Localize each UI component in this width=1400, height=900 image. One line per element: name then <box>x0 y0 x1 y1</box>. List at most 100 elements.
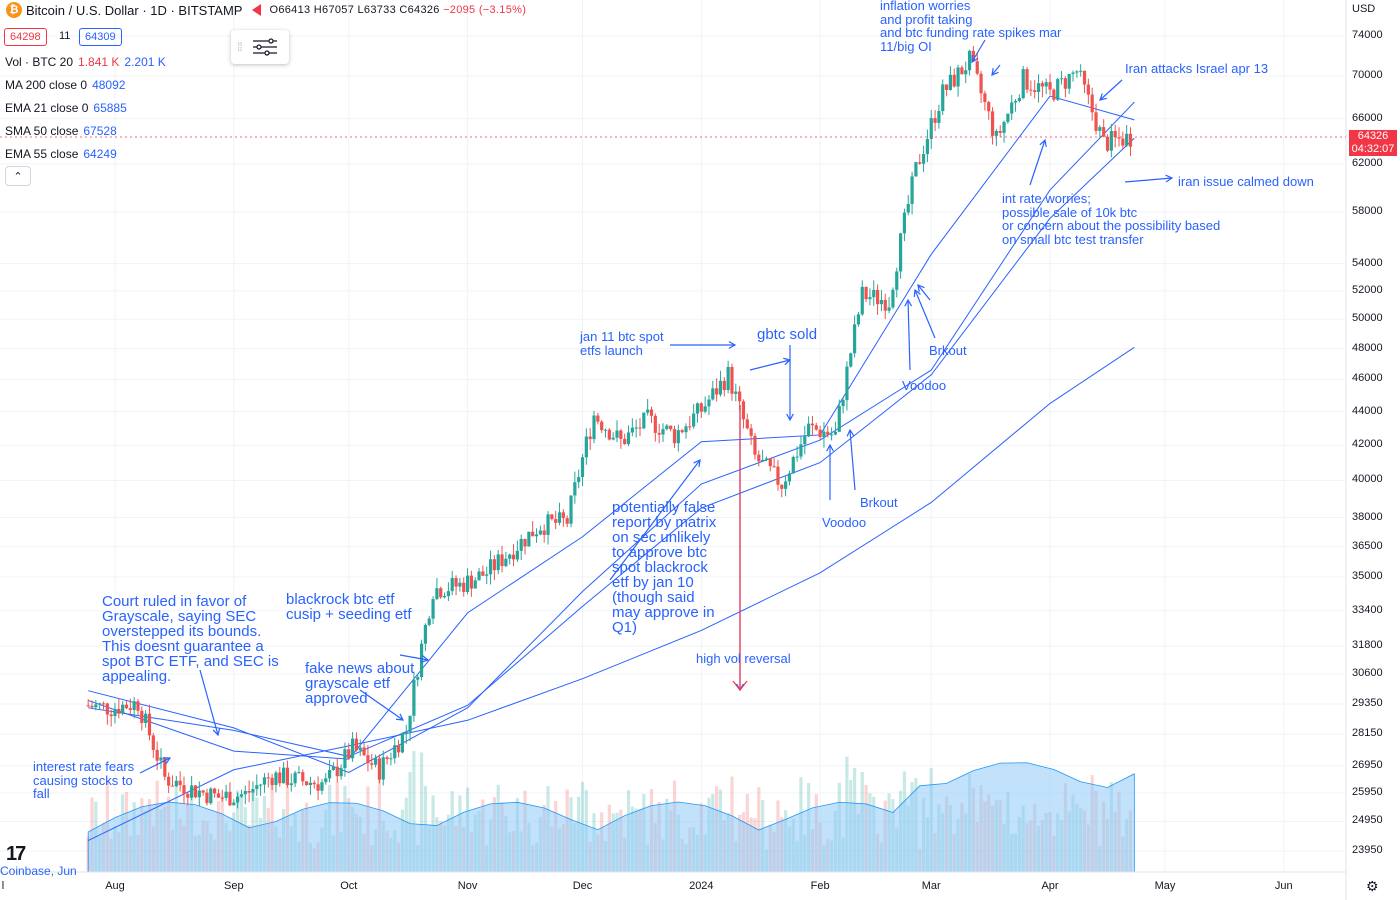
annotation-high-vol-reversal[interactable]: high vol reversal <box>696 651 791 666</box>
annotation-voodoo-feb[interactable]: Voodoo <box>902 378 947 393</box>
candle-body <box>205 792 209 804</box>
candle-body <box>1056 79 1060 100</box>
annotation-etf-launch[interactable]: jan 11 btc spot etfs launch <box>580 329 664 358</box>
candle-body <box>726 366 730 391</box>
time-tick: Aug <box>105 880 125 892</box>
ask-price-box[interactable]: 64309 <box>79 28 122 46</box>
candle-body <box>439 588 443 598</box>
candle-body <box>274 772 278 785</box>
indicator-ma200[interactable]: MA 200 close 0 48092 <box>5 78 125 92</box>
annotation-rate-fears[interactable]: interest rate fears causing stocks to fa… <box>33 759 135 802</box>
arrow-head-icon <box>991 68 999 76</box>
symbol-title[interactable]: Bitcoin / U.S. Dollar · 1D · BITSTAMP <box>26 2 243 18</box>
annotation-voodoo-jan[interactable]: Voodoo <box>822 515 867 530</box>
drag-handle-icon[interactable]: ⁞⁞ <box>237 40 243 54</box>
candle-body <box>335 766 339 777</box>
candle-body <box>105 703 109 715</box>
volume-bar <box>419 752 424 872</box>
candle-body <box>983 93 987 103</box>
candle-body <box>600 421 604 431</box>
flag-icon[interactable] <box>252 4 262 16</box>
candle-body <box>155 749 159 761</box>
candle-body <box>619 430 623 439</box>
price-tick: 23950 <box>1352 844 1383 856</box>
floating-toolbar[interactable]: ⁞⁞ <box>231 30 289 64</box>
annotation-court-ruling[interactable]: Court ruled in favor of Grayscale, sayin… <box>102 593 279 685</box>
arrow-head-icon <box>162 757 172 765</box>
arrow-head-icon <box>971 54 979 64</box>
annotation-inflation[interactable]: inflation worries and profit taking and … <box>880 0 1062 54</box>
candle-body <box>450 577 454 592</box>
bitcoin-icon: ₿ <box>6 2 22 18</box>
price-tick: 48000 <box>1352 341 1383 354</box>
candle-body <box>316 784 320 791</box>
gear-icon[interactable]: ⚙ <box>1366 878 1379 894</box>
candle-body <box>213 788 217 794</box>
arrow-head-icon <box>786 413 794 422</box>
candle-body <box>615 430 619 438</box>
annotation-false-report[interactable]: potentially false report by matrix on se… <box>612 499 717 636</box>
candle-body <box>623 438 627 445</box>
candle-body <box>611 437 615 440</box>
candle-body <box>228 791 232 806</box>
time-tick: Sep <box>223 880 244 892</box>
annotation-arrow <box>139 757 171 774</box>
indicator-ema21[interactable]: EMA 21 close 0 65885 <box>5 101 127 115</box>
collapse-indicators-button[interactable]: ⌃ <box>5 166 31 186</box>
indicator-label: MA 200 close 0 <box>5 78 88 92</box>
candle-body <box>312 782 316 785</box>
candle-body <box>285 767 290 786</box>
annotation-blackrock-cusip[interactable]: blackrock btc etf cusip + seeding etf <box>286 591 412 623</box>
candle-body <box>741 401 746 420</box>
candle-body <box>561 512 565 519</box>
annotation-arrow <box>907 299 911 371</box>
candle-body <box>580 457 585 478</box>
candle-body <box>833 431 838 435</box>
annotation-int-rate[interactable]: int rate worries; possible sale of 10k b… <box>1002 191 1221 247</box>
arrow-head-icon <box>421 655 430 663</box>
candle-body <box>400 733 405 753</box>
price-tick: 38000 <box>1352 510 1383 523</box>
indicator-value: 48092 <box>92 78 126 92</box>
candle-body <box>504 558 508 567</box>
currency-label[interactable]: USD <box>1352 3 1376 15</box>
candle-body <box>722 380 726 391</box>
candle-body <box>538 530 542 535</box>
indicator-label: SMA 50 close <box>5 124 79 138</box>
candle-body <box>703 406 707 412</box>
settings-lines-icon[interactable] <box>252 38 278 56</box>
candle-body <box>1109 131 1113 151</box>
annotation-brkout-jan[interactable]: Brkout <box>860 495 898 510</box>
annotation-iran-attack[interactable]: Iran attacks Israel apr 13 <box>1125 61 1269 76</box>
candle-body <box>711 388 715 400</box>
candle-body <box>665 425 669 430</box>
annotation-brkout-feb[interactable]: Brkout <box>929 343 967 358</box>
candle-body <box>764 458 769 460</box>
ma-line <box>88 137 1135 757</box>
indicator-ema55[interactable]: EMA 55 close 64249 <box>5 147 117 161</box>
arrow-head-icon <box>846 428 855 437</box>
annotation-fake-news[interactable]: fake news about grayscale etf approved <box>305 660 415 707</box>
indicator-volume[interactable]: Vol · BTC 20 1.841 K 2.201 K <box>5 55 166 69</box>
volume-bar <box>408 771 412 872</box>
candle-body <box>569 495 573 524</box>
annotation-arrow <box>1099 79 1123 101</box>
candle-body <box>967 50 972 71</box>
candle-body <box>864 286 868 300</box>
candle-body <box>964 70 968 75</box>
candle-body <box>159 757 163 761</box>
candle-body <box>646 409 650 413</box>
indicator-value: 64249 <box>83 147 117 161</box>
arrow-head-icon <box>693 458 701 468</box>
candle-body <box>488 559 493 575</box>
chart-header: ₿ Bitcoin / U.S. Dollar · 1D · BITSTAMP … <box>0 0 526 20</box>
tradingview-logo[interactable]: 17 <box>6 843 26 865</box>
candle-body <box>680 430 684 433</box>
annotation-iran-calmed[interactable]: iran issue calmed down <box>1178 174 1314 189</box>
candle-body <box>121 704 125 714</box>
annotation-gbtc-sold[interactable]: gbtc sold <box>757 326 818 343</box>
indicator-sma50[interactable]: SMA 50 close 67528 <box>5 124 117 138</box>
time-tick: May <box>1154 880 1176 892</box>
bid-price-box[interactable]: 64298 <box>4 28 47 46</box>
